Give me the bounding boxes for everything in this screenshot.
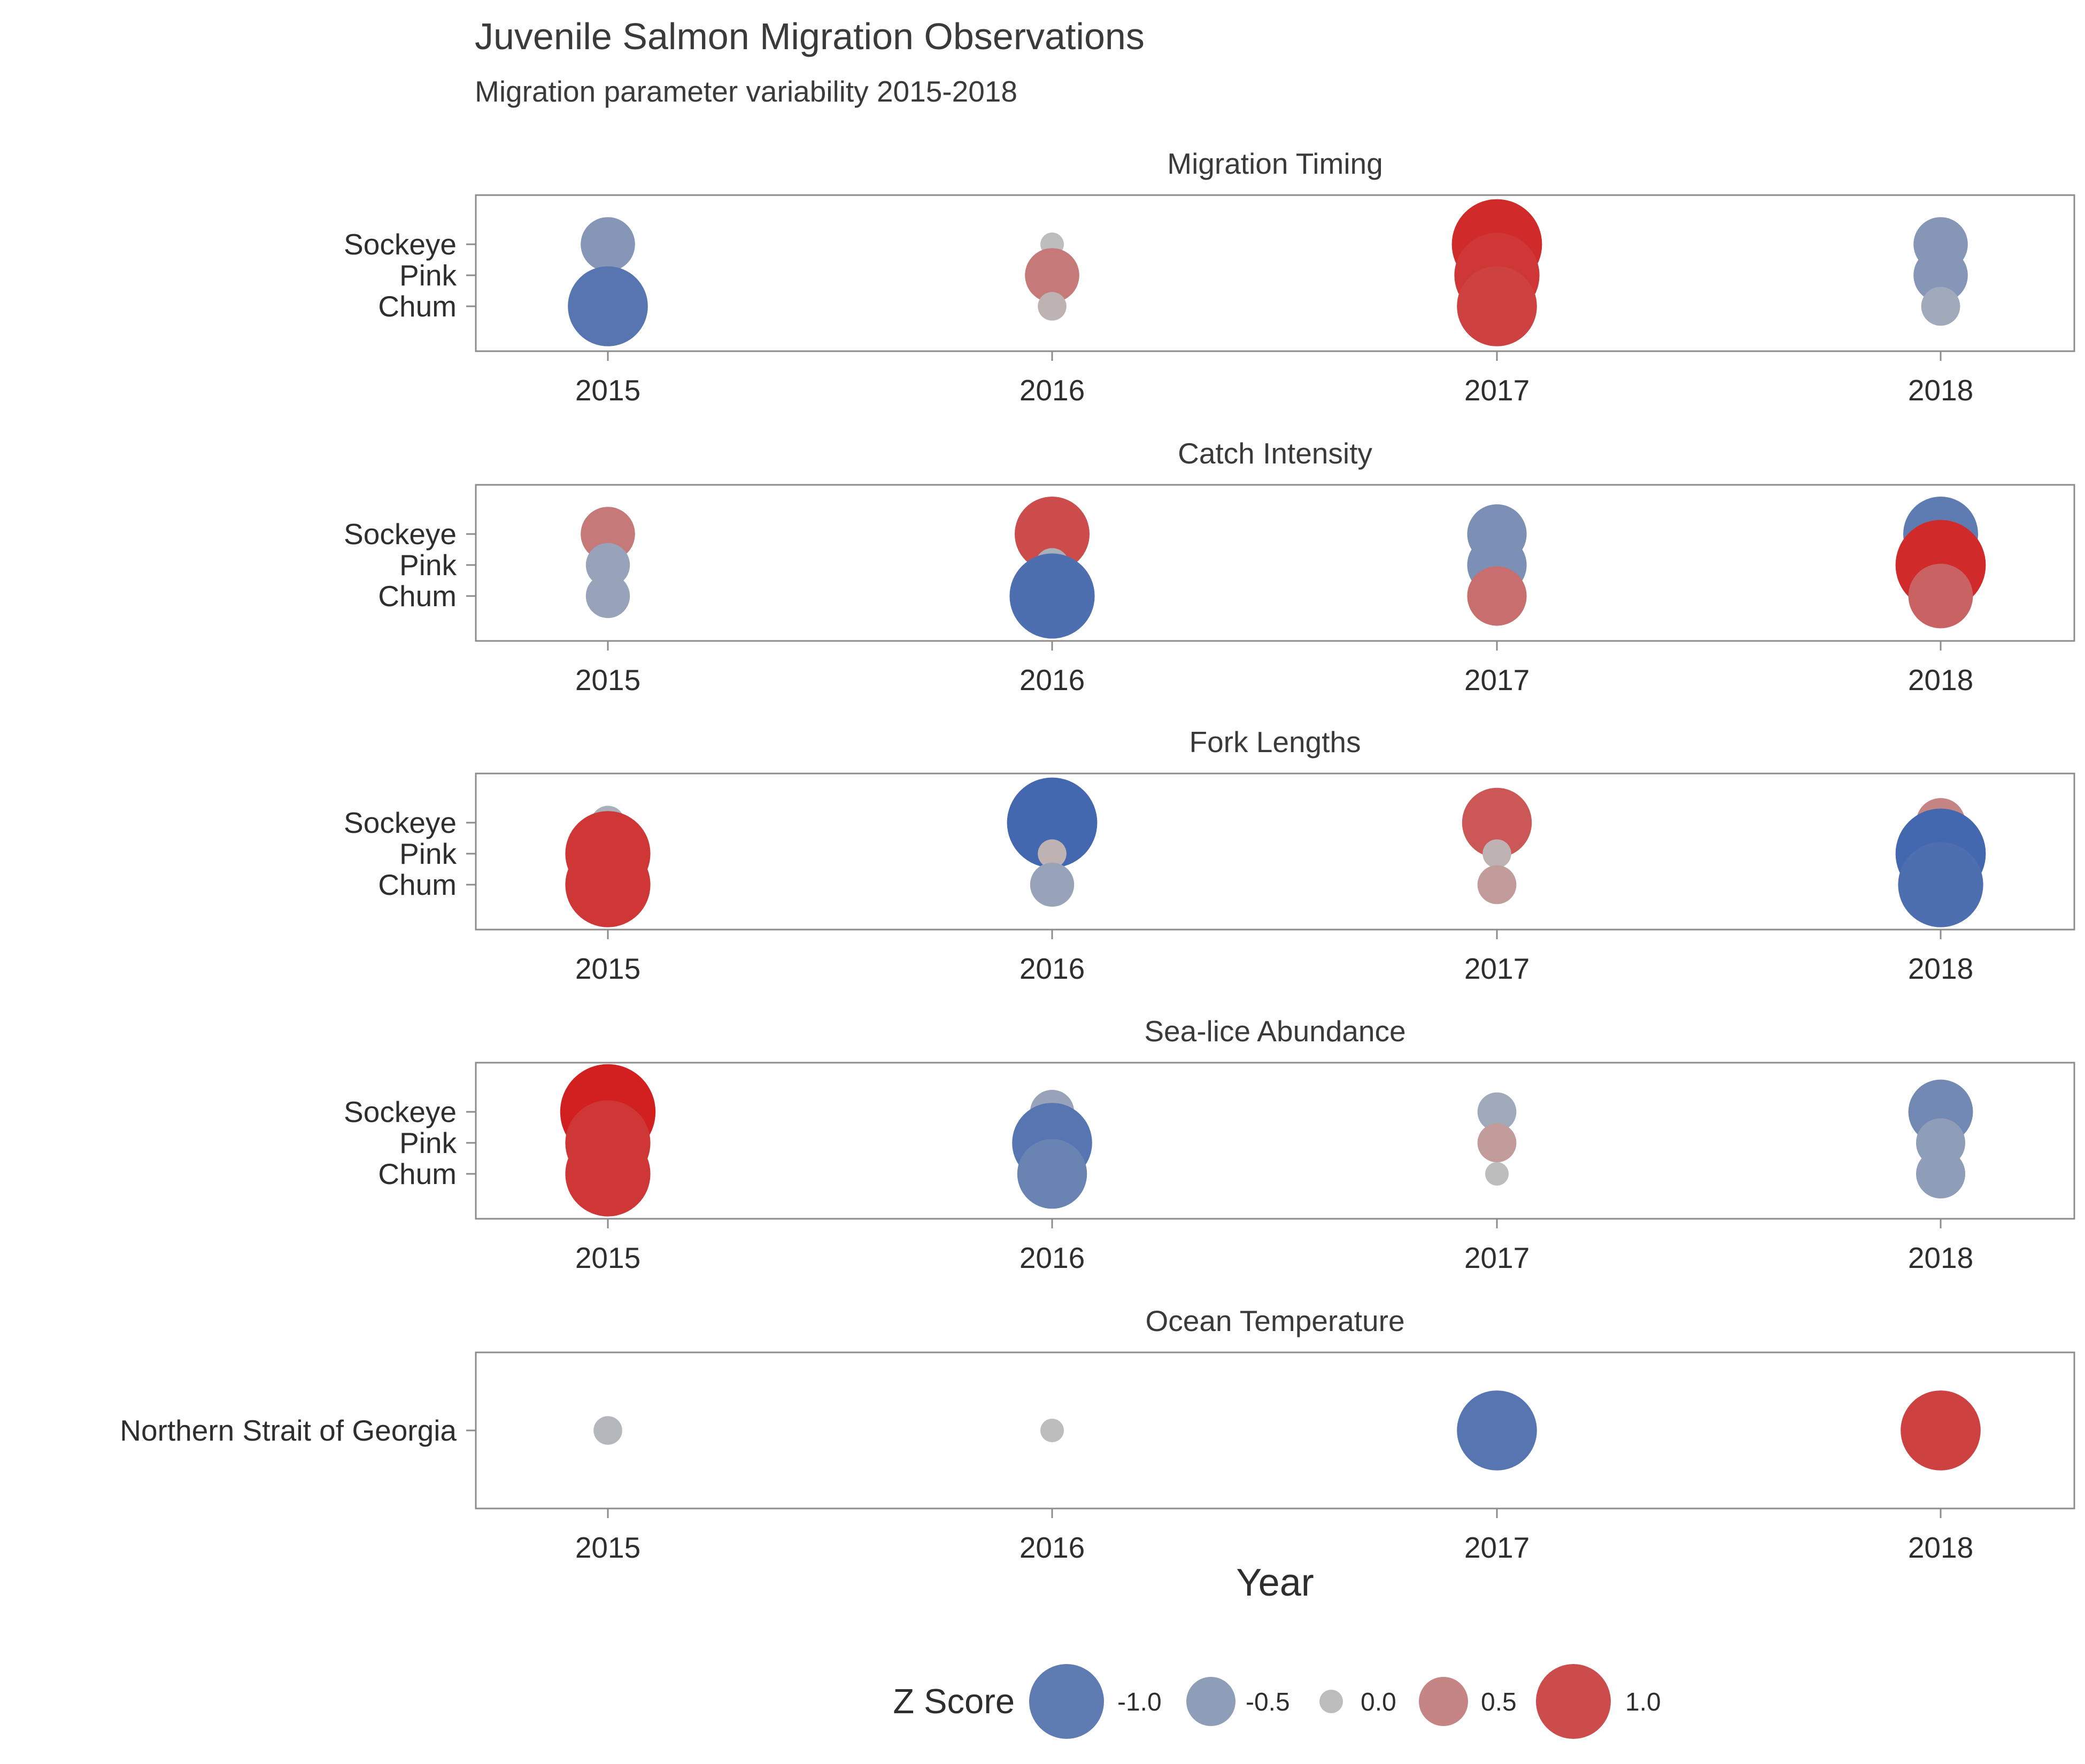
legend-label: -1.0: [1117, 1688, 1162, 1716]
panel-title: Ocean Temperature: [1145, 1304, 1404, 1337]
legend: Z Score -1.0 -0.5 0.0 0.5 1.0: [893, 1664, 1661, 1739]
point: [1477, 1092, 1517, 1132]
point: [1017, 1139, 1087, 1209]
point: [1009, 553, 1095, 639]
x-tick-label: 2016: [1020, 952, 1085, 985]
point: [1038, 839, 1067, 868]
y-tick-label: Chum: [378, 868, 457, 901]
y-tick-label: Chum: [378, 1157, 457, 1190]
point: [1467, 566, 1527, 626]
y-tick-label: Pink: [399, 1126, 457, 1159]
panel-frame: [475, 484, 2075, 642]
panel-title: Sea-lice Abundance: [1144, 1015, 1406, 1048]
point: [581, 217, 635, 272]
legend-key: [1186, 1677, 1235, 1726]
x-tick-label: 2017: [1464, 952, 1530, 985]
point: [1025, 248, 1079, 303]
panel-ocean-temperature: Ocean Temperature Northern Strait of Geor…: [120, 1304, 2075, 1564]
point: [565, 1131, 651, 1217]
legend-title: Z Score: [893, 1682, 1015, 1721]
point: [1007, 777, 1098, 868]
point: [1921, 287, 1960, 326]
point: [568, 266, 648, 346]
legend-label: 0.0: [1361, 1688, 1396, 1716]
point: [1898, 842, 1983, 927]
panel-title: Migration Timing: [1167, 147, 1383, 180]
point: [593, 1416, 622, 1445]
legend-key: [1029, 1664, 1104, 1739]
panel-frame: [475, 1062, 2075, 1220]
point: [1457, 1390, 1537, 1471]
point: [1015, 497, 1090, 571]
x-tick-label: 2018: [1908, 1241, 1973, 1274]
x-tick-label: 2018: [1908, 374, 1973, 407]
legend-key: [1536, 1664, 1611, 1739]
x-tick-label: 2015: [575, 374, 640, 407]
x-tick-label: 2015: [575, 663, 640, 697]
point: [1030, 862, 1075, 907]
y-tick-label: Chum: [378, 579, 457, 613]
x-tick-label: 2015: [575, 1531, 640, 1564]
point: [1040, 1419, 1064, 1442]
point: [1482, 839, 1511, 868]
x-tick-label: 2018: [1908, 663, 1973, 697]
panel-title: Fork Lengths: [1189, 725, 1361, 759]
x-tick-label: 2016: [1020, 1531, 1085, 1564]
x-tick-label: 2016: [1020, 663, 1085, 697]
point: [585, 574, 630, 618]
x-tick-label: 2016: [1020, 374, 1085, 407]
x-tick-label: 2017: [1464, 1241, 1530, 1274]
y-tick-label: Chum: [378, 290, 457, 323]
panel-frame: [475, 194, 2075, 352]
y-tick-label: Sockeye: [344, 228, 457, 261]
chart-title: Juvenile Salmon Migration Observations: [475, 16, 1145, 57]
legend-label: 1.0: [1625, 1688, 1661, 1716]
chart-subtitle: Migration parameter variability 2015-201…: [475, 75, 1017, 108]
point: [581, 507, 635, 561]
point: [1462, 787, 1532, 858]
legend-label: -0.5: [1246, 1688, 1290, 1716]
y-tick-label: Sockeye: [344, 517, 457, 551]
point: [1901, 1390, 1981, 1471]
point: [1477, 1123, 1517, 1163]
legend-key: [1319, 1690, 1343, 1713]
point: [585, 543, 630, 587]
x-tick-label: 2015: [575, 1241, 640, 1274]
y-tick-label: Sockeye: [344, 1095, 457, 1128]
legend-key: [1419, 1677, 1468, 1726]
x-tick-label: 2016: [1020, 1241, 1085, 1274]
x-tick-label: 2017: [1464, 374, 1530, 407]
y-tick-label: Pink: [399, 548, 457, 582]
x-axis-title: Year: [1236, 1561, 1314, 1604]
x-tick-label: 2015: [575, 952, 640, 985]
panel-frame: [475, 772, 2075, 931]
point: [1477, 865, 1517, 904]
x-tick-label: 2018: [1908, 952, 1973, 985]
point: [1038, 292, 1067, 321]
point: [1485, 1162, 1509, 1186]
point: [565, 842, 651, 927]
point: [1916, 1149, 1965, 1198]
panel-title: Catch Intensity: [1178, 437, 1372, 470]
x-tick-label: 2018: [1908, 1531, 1973, 1564]
y-tick-label: Sockeye: [344, 806, 457, 839]
point: [1908, 563, 1973, 629]
point: [1913, 248, 1968, 303]
y-tick-label: Northern Strait of Georgia: [120, 1414, 457, 1447]
x-tick-label: 2017: [1464, 663, 1530, 697]
y-tick-label: Pink: [399, 259, 457, 292]
point: [1457, 266, 1537, 346]
x-tick-label: 2017: [1464, 1531, 1530, 1564]
y-tick-label: Pink: [399, 837, 457, 870]
legend-label: 0.5: [1481, 1688, 1517, 1716]
